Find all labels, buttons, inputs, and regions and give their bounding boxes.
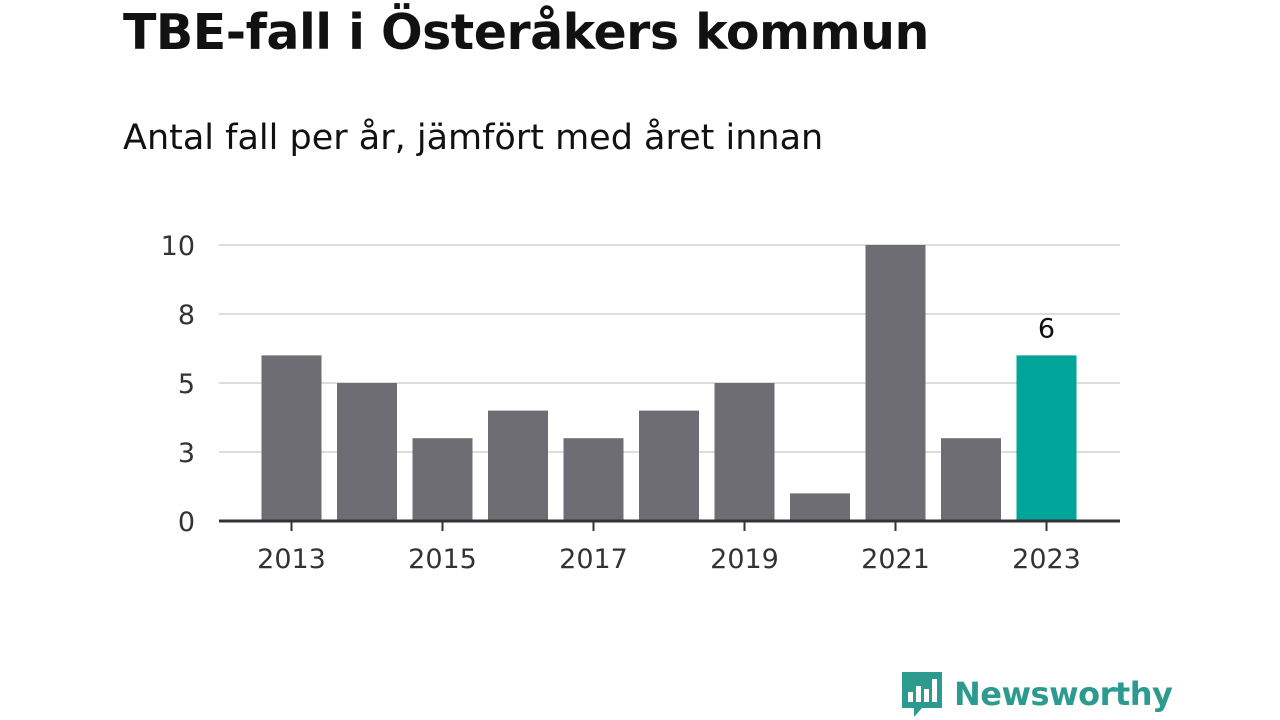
chart-subtitle: Antal fall per år, jämfört med året inna…	[123, 118, 824, 158]
x-tick-label: 2013	[257, 544, 326, 575]
bar	[714, 383, 775, 521]
labels: 0 3 5 8 10 6 2013 2015 2017 2019 2021 2023	[161, 231, 1081, 575]
bars	[261, 245, 1077, 521]
x-tick-label: 2023	[1012, 544, 1081, 575]
y-tick-label: 0	[178, 507, 195, 538]
x-tick-label: 2017	[559, 544, 628, 575]
bar	[563, 438, 624, 521]
bar	[639, 410, 699, 521]
y-tick-label: 5	[178, 369, 195, 400]
bar	[488, 410, 548, 521]
y-tick-label: 10	[161, 231, 195, 262]
newsworthy-brand: Newsworthy	[900, 670, 1173, 718]
bar-chart: 0 3 5 8 10 6 2013 2015 2017 2019 2021 2023	[161, 231, 1120, 575]
bar	[790, 493, 850, 521]
bar	[412, 438, 473, 521]
bar	[941, 438, 1001, 521]
y-tick-label: 8	[178, 300, 195, 331]
x-tick-label: 2015	[408, 544, 477, 575]
data-label: 6	[1038, 313, 1055, 344]
bar	[865, 245, 926, 521]
bar	[337, 383, 397, 521]
bar	[261, 355, 322, 521]
newsworthy-logo-icon	[902, 672, 942, 717]
chart-title: TBE-fall i Österåkers kommun	[123, 4, 929, 61]
x-tick-label: 2021	[861, 544, 930, 575]
axes	[219, 519, 1120, 531]
y-tick-label: 3	[178, 438, 195, 469]
x-tick-label: 2019	[710, 544, 779, 575]
brand-name: Newsworthy	[954, 675, 1173, 713]
bar-highlighted	[1016, 355, 1077, 521]
